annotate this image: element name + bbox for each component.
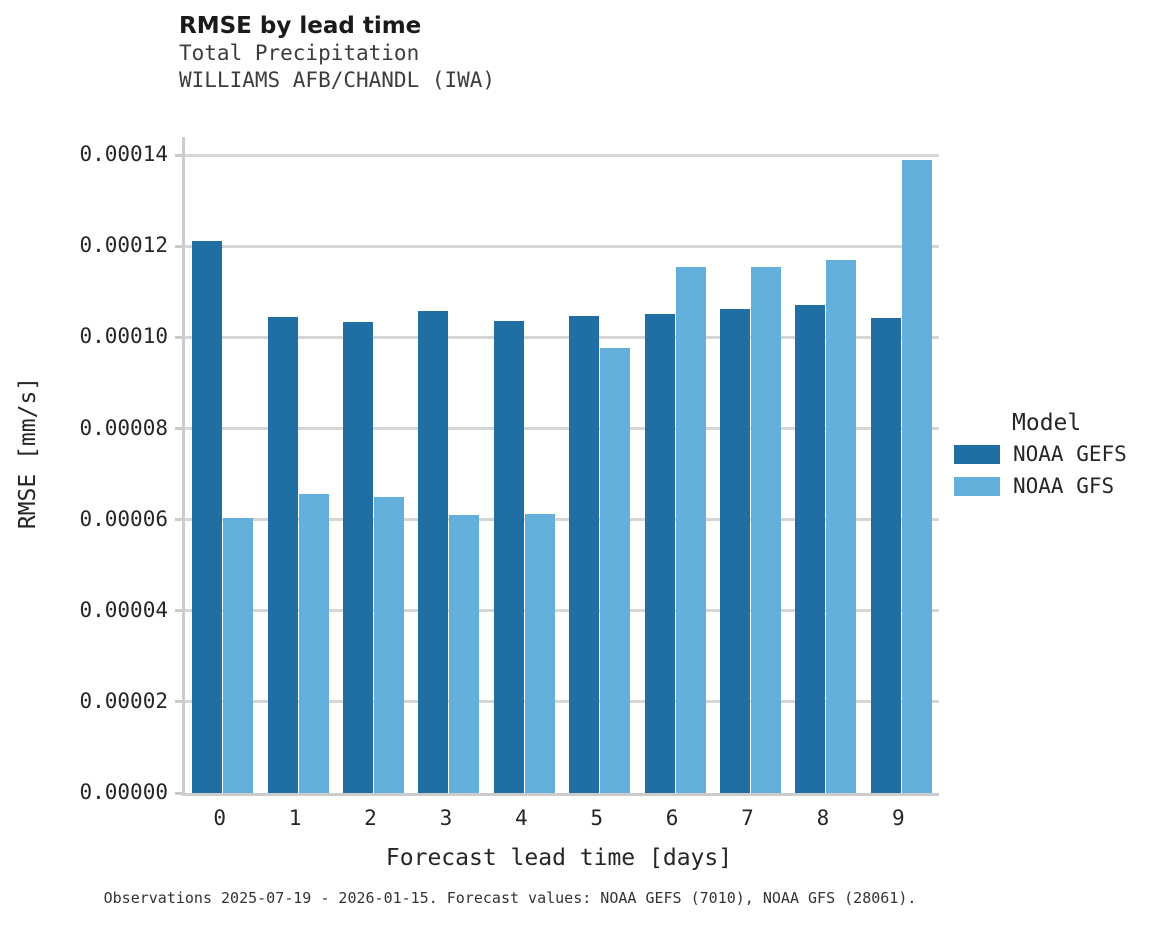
y-axis-tickmark — [175, 518, 183, 522]
bar — [374, 497, 404, 793]
y-axis-tick-label: 0.00006 — [79, 506, 168, 531]
x-axis-tick-label: 6 — [665, 806, 679, 830]
x-axis-tick-label: 9 — [891, 806, 905, 830]
bar — [267, 316, 298, 793]
bar — [449, 515, 480, 793]
y-axis-tickmark — [175, 244, 183, 248]
bar — [720, 308, 750, 793]
legend-label: NOAA GFS — [1013, 473, 1115, 498]
legend-entries: NOAA GEFS NOAA GFS — [954, 438, 1169, 502]
bar — [223, 518, 254, 793]
x-axis-tick-label: 3 — [439, 806, 453, 830]
bar — [826, 260, 857, 793]
bar — [493, 320, 524, 793]
x-axis-tick-label: 0 — [213, 806, 227, 830]
x-axis-tick-label: 4 — [514, 806, 528, 830]
bar — [418, 310, 449, 793]
y-axis-tick-labels: 0.00000 0.00002 0.00004 0.00006 0.00008 0.000… — [0, 137, 168, 803]
footer-note: Observations 2025-07-19 - 2026-01-15. Fo… — [103, 889, 917, 907]
x-axis-tick-label: 5 — [590, 806, 604, 830]
legend-swatch — [954, 444, 1000, 464]
legend-entry[interactable]: NOAA GFS — [954, 470, 1169, 502]
bar — [901, 159, 932, 793]
bar — [192, 240, 223, 793]
y-axis-tickmark — [175, 335, 183, 339]
title-block: RMSE by lead time Total Precipitation WI… — [179, 12, 939, 94]
bar — [644, 313, 675, 793]
legend-entry[interactable]: NOAA GEFS — [954, 438, 1169, 470]
y-axis-tick-label: 0.00012 — [79, 233, 168, 258]
y-axis-tickmark — [175, 609, 183, 613]
x-axis-tick-label: 2 — [364, 806, 377, 830]
bar — [751, 266, 781, 793]
y-axis-tick-label: 0.00008 — [79, 415, 168, 440]
y-axis-tickmark — [175, 700, 183, 704]
legend-title: Model — [1012, 410, 1082, 436]
y-axis-tick-label: 0.00010 — [79, 324, 168, 349]
chart-subtitle-station: WILLIAMS AFB/CHANDL (IWA) — [179, 68, 496, 92]
y-axis-tick-label: 0.00014 — [79, 142, 168, 167]
chart-subtitle-variable: Total Precipitation — [179, 41, 420, 65]
x-axis-tick-label: 7 — [741, 806, 754, 830]
y-axis-tickmark — [175, 791, 183, 795]
plot-area — [175, 137, 939, 796]
legend: Model NOAA GEFS NOAA GFS — [954, 408, 1169, 502]
y-axis-title: RMSE [mm/s] — [15, 376, 41, 530]
y-axis-tickmark — [175, 153, 183, 157]
x-axis-tick-label: 1 — [288, 806, 302, 830]
bar — [675, 266, 706, 793]
bar — [298, 493, 329, 793]
bar — [600, 348, 631, 793]
x-axis-title: Forecast lead time [days] — [385, 845, 733, 871]
y-axis-tickmark — [175, 427, 183, 431]
bars-layer — [185, 137, 939, 793]
y-axis-tick-label: 0.00004 — [79, 597, 168, 622]
legend-label: NOAA GEFS — [1013, 441, 1127, 466]
x-axis-tick-labels: 0 1 2 3 4 5 6 7 8 9 — [182, 806, 936, 836]
y-axis-tick-label: 0.00002 — [79, 688, 168, 713]
bar — [870, 318, 901, 793]
bar — [569, 316, 600, 793]
legend-swatch — [954, 476, 1000, 496]
page-title: RMSE by lead time — [179, 13, 422, 39]
bar — [524, 513, 555, 793]
bar — [795, 305, 826, 793]
y-axis-tick-label: 0.00000 — [79, 780, 168, 804]
bar — [343, 322, 373, 793]
x-axis-tick-label: 8 — [816, 806, 830, 830]
